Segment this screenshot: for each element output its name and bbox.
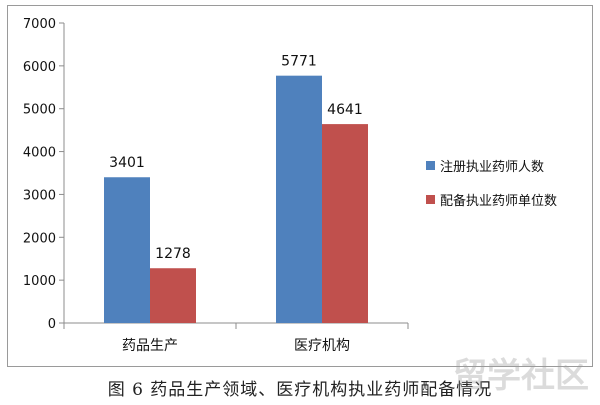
x-category-label-1: 药品生产: [122, 338, 178, 354]
y-tick-label-1: 1000: [23, 274, 56, 289]
legend-label-2: 配备执业药师单位数: [440, 193, 558, 209]
y-tick-label-7: 7000: [23, 17, 56, 32]
bar-2-1: [150, 268, 196, 323]
bar-1-1: [104, 177, 150, 323]
chart-frame: 0 1000 2000 3000 4000 5000 6000 7000 3401 1278 药品生…: [7, 5, 593, 367]
y-tick-label-3: 3000: [23, 188, 56, 203]
data-label-1-2: 5771: [281, 54, 317, 70]
data-label-2-1: 1278: [155, 246, 191, 262]
legend-swatch-2: [426, 194, 435, 204]
legend-item-1: 注册执业药师人数: [426, 155, 600, 175]
y-tick-label-6: 6000: [23, 60, 56, 75]
y-tick-label-4: 4000: [23, 146, 56, 161]
bar-1-2: [276, 75, 322, 324]
y-tick-label-5: 5000: [23, 103, 56, 118]
y-tick-label-2: 2000: [23, 231, 56, 246]
x-category-label-2: 医疗机构: [294, 338, 350, 354]
figure-caption: 图 6 药品生产领域、医疗机构执业药师配备情况: [107, 380, 493, 400]
legend-item-2: 配备执业药师单位数: [426, 189, 600, 209]
watermark-logo: 留学社区: [453, 356, 589, 396]
legend-swatch-1: [426, 160, 435, 170]
watermark-text: 留学社区: [453, 356, 589, 396]
y-tick-label-0: 0: [48, 317, 56, 332]
data-label-2-2: 4641: [327, 102, 363, 118]
bar-2-2: [322, 124, 368, 323]
bar-chart: 0 1000 2000 3000 4000 5000 6000 7000 3401 1278 药品生…: [23, 17, 409, 354]
legend-label-1: 注册执业药师人数: [440, 159, 545, 175]
data-label-1-1: 3401: [109, 155, 145, 171]
